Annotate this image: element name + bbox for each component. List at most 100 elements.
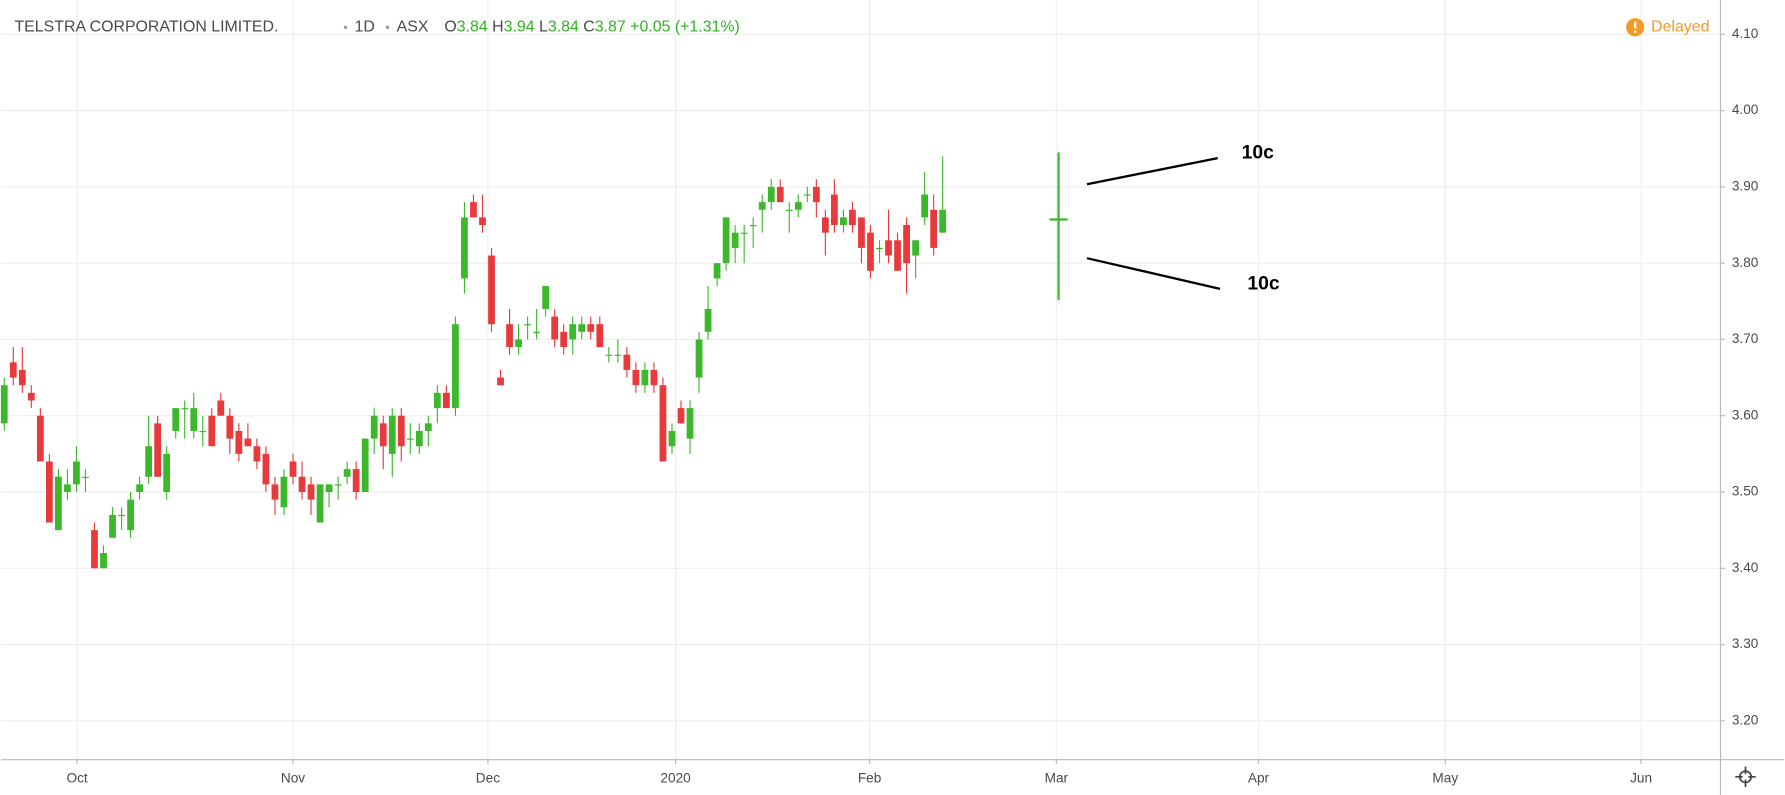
candle-body <box>217 400 225 416</box>
x-tick-label: May <box>1432 771 1458 786</box>
exchange: ASX <box>397 18 429 35</box>
candle-body <box>118 514 125 517</box>
candle-body <box>831 194 838 226</box>
y-tick-label: 3.20 <box>1732 712 1759 727</box>
candle-body <box>569 324 577 340</box>
candle-body <box>316 484 324 523</box>
candle-body <box>758 202 766 210</box>
open-label: O <box>444 18 456 35</box>
candle-body <box>307 484 315 500</box>
annotation-line <box>1086 156 1219 186</box>
interval: 1D <box>355 18 375 35</box>
candle-body <box>785 209 793 211</box>
candle-body <box>623 354 631 370</box>
low-value: 3.84 <box>548 18 579 35</box>
candle-body <box>199 430 207 433</box>
candle-body <box>849 209 856 226</box>
candle-body <box>388 415 396 454</box>
annotation-label: 10c <box>1242 143 1274 164</box>
candle-body <box>154 423 162 477</box>
close-value: 3.87 <box>595 18 626 35</box>
candle-body <box>100 553 107 569</box>
candle-body <box>479 217 486 226</box>
status-icon-mark <box>1634 21 1637 29</box>
close-label: C <box>583 18 595 35</box>
candle-body <box>506 324 513 348</box>
candle-body <box>9 362 17 378</box>
candle-body <box>867 232 874 271</box>
candle-body <box>695 339 703 378</box>
candle-body <box>172 408 180 431</box>
y-tick-label: 4.10 <box>1732 26 1759 41</box>
candle-body <box>650 369 658 386</box>
candle-body <box>379 423 387 447</box>
status-icon-dot <box>1634 30 1637 33</box>
candle-body <box>82 476 89 478</box>
annotation: 10c 10c <box>1049 143 1280 301</box>
candle-body <box>578 324 586 332</box>
candle-body <box>452 324 459 409</box>
candle-body <box>515 339 522 348</box>
y-tick-label: 3.70 <box>1732 331 1759 346</box>
candle-body <box>127 499 134 531</box>
change-pct: (+1.31%) <box>675 18 740 35</box>
candle-body <box>803 194 811 196</box>
candle-body <box>45 461 53 523</box>
candle-body <box>181 408 189 410</box>
candle-body <box>163 453 171 493</box>
candle-body <box>921 194 929 218</box>
x-tick-label: Feb <box>858 771 881 786</box>
gear-hub <box>1742 773 1749 780</box>
y-tick-label: 3.40 <box>1732 560 1759 575</box>
candle-body <box>298 476 306 493</box>
high-label: H <box>492 18 504 35</box>
candle-body <box>776 186 784 203</box>
candle-body <box>713 263 721 279</box>
candle-body <box>433 392 441 409</box>
candle-body <box>894 240 901 271</box>
candle-body <box>704 308 712 332</box>
candle-body <box>912 240 919 256</box>
candle-body <box>36 415 44 462</box>
y-tick-label: 3.90 <box>1732 178 1759 193</box>
candle-body <box>939 209 947 233</box>
candle-body <box>470 202 477 218</box>
candle-body <box>722 217 730 264</box>
candle-body <box>488 255 495 325</box>
candle-body <box>596 324 604 348</box>
x-tick-label: Nov <box>281 771 305 786</box>
candle-body <box>821 217 829 233</box>
candle-body <box>397 415 405 447</box>
candle-body <box>668 430 676 447</box>
candle-body <box>208 415 216 447</box>
y-tick-label: 3.60 <box>1732 407 1759 422</box>
candle-body <box>262 453 270 485</box>
y-tick-label: 3.30 <box>1732 636 1759 651</box>
candle-body <box>325 484 333 493</box>
candle-body <box>0 385 8 424</box>
candle-body <box>361 438 369 493</box>
candle-body <box>542 286 550 309</box>
candle-body <box>677 408 685 424</box>
candle-body <box>794 202 802 210</box>
low-label: L <box>539 18 548 35</box>
symbol: TELSTRA CORPORATION LIMITED. <box>14 18 278 35</box>
candle-body <box>632 369 640 386</box>
candle-body <box>343 469 351 477</box>
annotation-label: 10c <box>1247 273 1279 294</box>
candle-body <box>903 225 910 264</box>
candle-body <box>18 369 26 386</box>
candle-body <box>253 446 261 462</box>
candle-body <box>749 225 757 227</box>
settings-icon[interactable] <box>1735 766 1756 788</box>
header: TELSTRA CORPORATION LIMITED. 1D ASX O 3.8… <box>14 18 1709 37</box>
candle-body <box>424 423 432 431</box>
candle-body <box>415 430 423 447</box>
candle-body <box>461 217 468 279</box>
candle-body <box>731 232 739 248</box>
status[interactable]: Delayed <box>1651 18 1709 35</box>
candle-body <box>659 385 667 462</box>
candle-body <box>226 415 234 439</box>
candle-body <box>55 476 62 531</box>
